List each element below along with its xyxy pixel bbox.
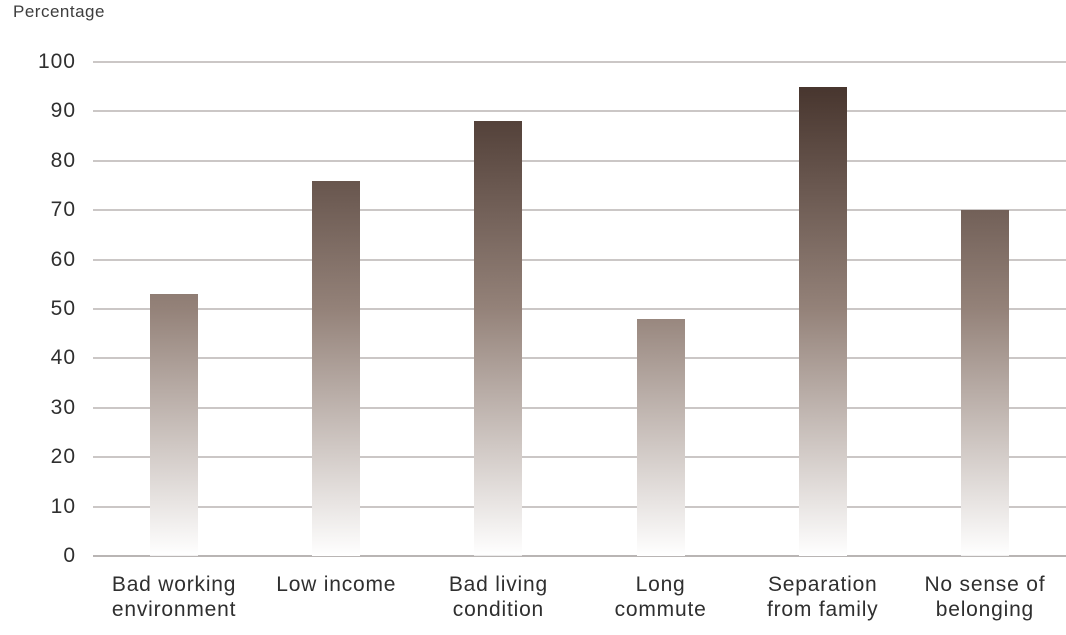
bar-no-sense-of-belonging — [960, 210, 1009, 556]
category-label-long-commute: Long commute — [614, 573, 707, 621]
gridline-60 — [93, 258, 1066, 261]
bar-separation-from-family — [798, 86, 847, 556]
gridline-0 — [93, 555, 1066, 557]
y-tick-label-10: 10 — [50, 494, 76, 518]
bar-long-commute — [636, 318, 685, 556]
gridline-70 — [93, 209, 1066, 212]
gridline-10 — [93, 505, 1066, 508]
y-tick-label-0: 0 — [63, 544, 76, 567]
y-tick-label-40: 40 — [50, 346, 76, 370]
y-tick-label-60: 60 — [50, 247, 76, 271]
gridline-80 — [93, 159, 1066, 162]
category-label-bad-living-condition: Bad living condition — [448, 573, 548, 621]
y-tick-label-70: 70 — [50, 198, 76, 222]
plot-area — [93, 61, 1066, 557]
gridline-90 — [93, 110, 1066, 113]
gridline-30 — [93, 406, 1066, 409]
y-axis-title: Percentage — [13, 2, 105, 21]
category-label-no-sense-of-belonging: No sense of belonging — [924, 573, 1046, 621]
gridline-50 — [93, 308, 1066, 310]
bar-low-income — [312, 180, 361, 556]
y-tick-label-80: 80 — [50, 148, 76, 172]
y-tick-label-30: 30 — [50, 395, 76, 419]
gridline-100 — [93, 61, 1066, 63]
y-tick-label-90: 90 — [50, 99, 76, 123]
bar-bad-living-condition — [474, 121, 523, 556]
bar-bad-working-environment — [150, 294, 199, 556]
y-tick-label-50: 50 — [50, 297, 76, 320]
y-tick-label-20: 20 — [50, 445, 76, 469]
category-label-bad-working-environment: Bad working environment — [111, 573, 237, 621]
category-label-separation-from-family: Separation from family — [767, 573, 879, 621]
gridline-20 — [93, 456, 1066, 459]
category-label-low-income: Low income — [276, 573, 397, 596]
y-tick-label-100: 100 — [37, 50, 76, 73]
gridline-40 — [93, 357, 1066, 360]
